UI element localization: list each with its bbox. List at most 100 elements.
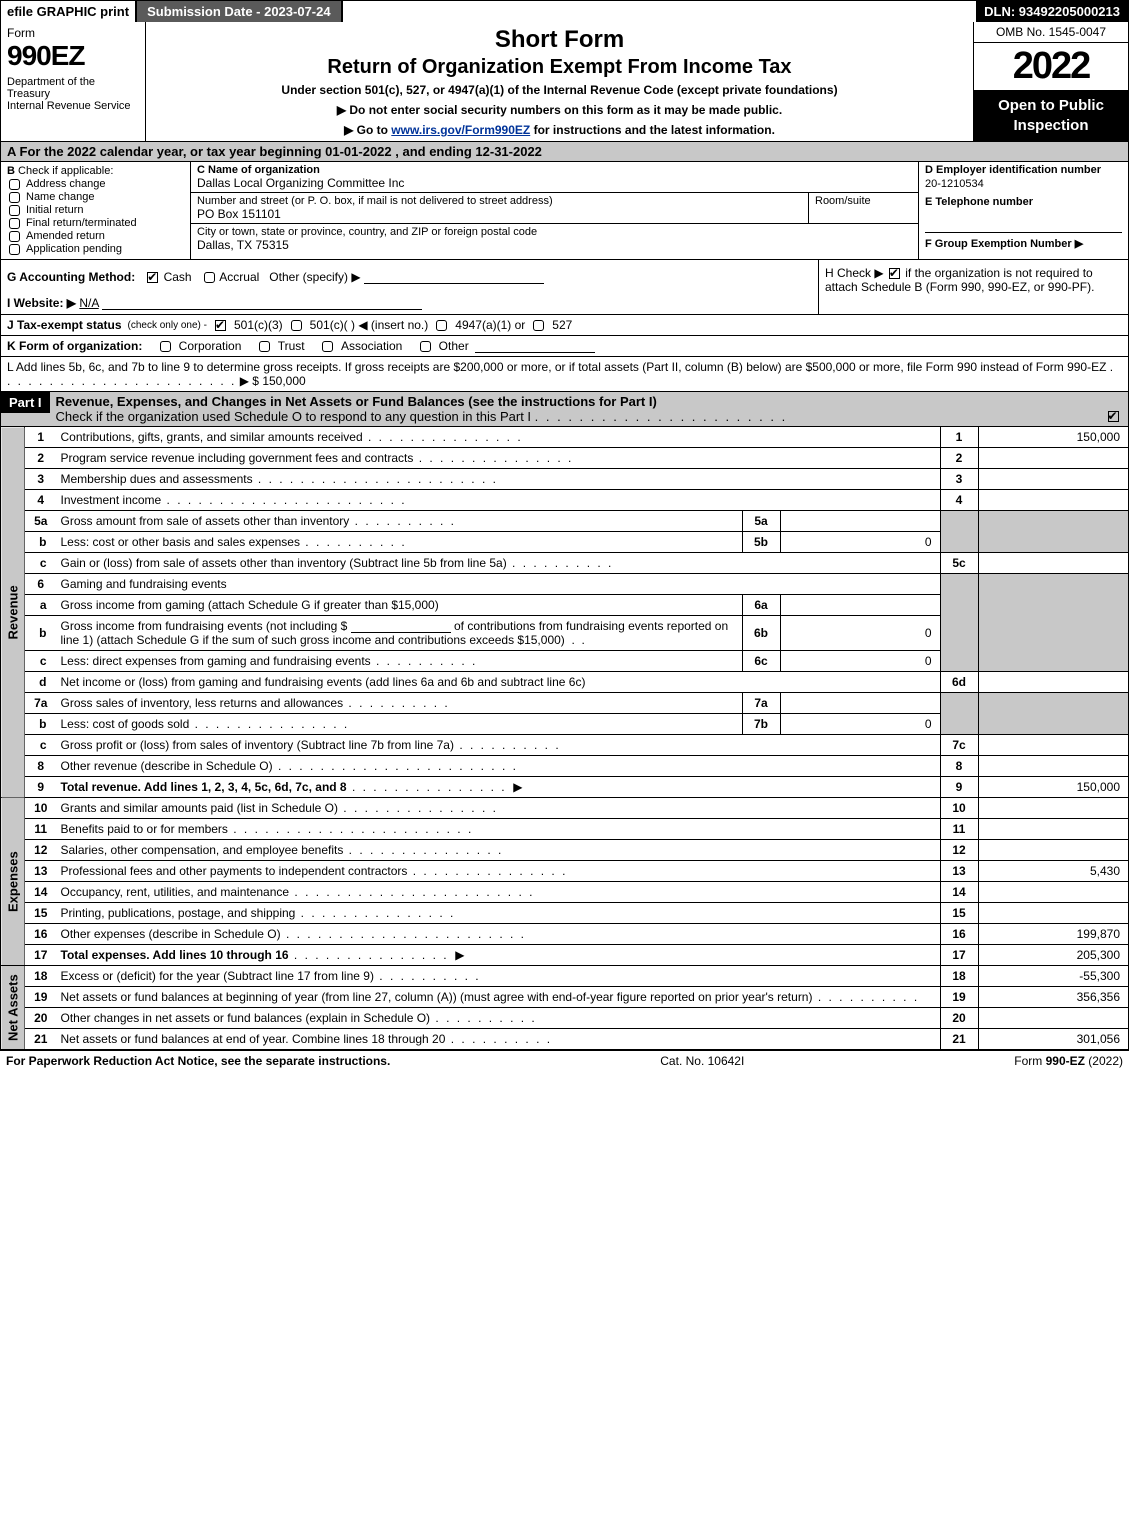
line-19-num: 19 bbox=[940, 987, 978, 1008]
line-7a-desc: Gross sales of inventory, less returns a… bbox=[61, 696, 344, 710]
chk-527[interactable] bbox=[533, 320, 544, 331]
g-label: G Accounting Method: bbox=[7, 270, 135, 284]
chk-4947[interactable] bbox=[436, 320, 447, 331]
d-ein-label: D Employer identification number bbox=[925, 164, 1122, 176]
c-name-label: C Name of organization bbox=[197, 164, 912, 176]
city-value: Dallas, TX 75315 bbox=[197, 238, 912, 252]
line-13-no: 13 bbox=[25, 861, 57, 882]
line-7b-minival: 0 bbox=[780, 714, 940, 735]
line-1-no: 1 bbox=[25, 427, 57, 448]
line-4-val bbox=[978, 490, 1128, 511]
chk-schedule-o-part1[interactable] bbox=[1108, 411, 1119, 422]
line-3-desc: Membership dues and assessments bbox=[61, 472, 253, 486]
line-19-no: 19 bbox=[25, 987, 57, 1008]
section-b-through-f: B Check if applicable: Address change Na… bbox=[1, 162, 1128, 260]
line-5a-desc: Gross amount from sale of assets other t… bbox=[61, 514, 350, 528]
irs-link[interactable]: www.irs.gov/Form990EZ bbox=[391, 123, 530, 137]
k-label: K Form of organization: bbox=[7, 339, 142, 353]
goto-instructions: ▶ Go to www.irs.gov/Form990EZ for instru… bbox=[154, 123, 965, 137]
line-3-no: 3 bbox=[25, 469, 57, 490]
row-k-form-org: K Form of organization: Corporation Trus… bbox=[1, 336, 1128, 357]
line-9-val: 150,000 bbox=[978, 777, 1128, 798]
header-center: Short Form Return of Organization Exempt… bbox=[146, 22, 973, 141]
chk-other-org[interactable] bbox=[420, 341, 431, 352]
addr-value: PO Box 151101 bbox=[197, 207, 802, 221]
line-4-no: 4 bbox=[25, 490, 57, 511]
line-16-val: 199,870 bbox=[978, 924, 1128, 945]
page-footer: For Paperwork Reduction Act Notice, see … bbox=[0, 1051, 1129, 1071]
chk-501c3[interactable] bbox=[215, 320, 226, 331]
form-990ez-page: efile GRAPHIC print Submission Date - 20… bbox=[0, 0, 1129, 1051]
form-subtitle: Return of Organization Exempt From Incom… bbox=[154, 56, 965, 79]
chk-501c[interactable] bbox=[291, 320, 302, 331]
line-14-num: 14 bbox=[940, 882, 978, 903]
chk-trust[interactable] bbox=[259, 341, 270, 352]
line-6d-val bbox=[978, 672, 1128, 693]
chk-association[interactable] bbox=[322, 341, 333, 352]
line-18-val: -55,300 bbox=[978, 966, 1128, 987]
line-18-desc: Excess or (deficit) for the year (Subtra… bbox=[61, 969, 374, 983]
line-7c-val bbox=[978, 735, 1128, 756]
goto-pre: ▶ Go to bbox=[344, 123, 391, 137]
line-5a-no: 5a bbox=[25, 511, 57, 532]
line-6-no: 6 bbox=[25, 574, 57, 595]
addr-label: Number and street (or P. O. box, if mail… bbox=[197, 195, 802, 207]
line-4-num: 4 bbox=[940, 490, 978, 511]
line-15-val bbox=[978, 903, 1128, 924]
chk-address-change[interactable]: Address change bbox=[7, 178, 184, 190]
line-6c-mini: 6c bbox=[742, 651, 780, 672]
line-16-no: 16 bbox=[25, 924, 57, 945]
line-17-val: 205,300 bbox=[978, 945, 1128, 966]
chk-schedule-b[interactable] bbox=[889, 268, 900, 279]
line-17-num: 17 bbox=[940, 945, 978, 966]
shaded-7 bbox=[940, 693, 978, 735]
row-h-schedule-b: H Check ▶ if the organization is not req… bbox=[818, 260, 1128, 314]
line-5a-mini: 5a bbox=[742, 511, 780, 532]
line-21-desc: Net assets or fund balances at end of ye… bbox=[61, 1032, 446, 1046]
chk-application-pending[interactable]: Application pending bbox=[7, 243, 184, 255]
line-21-num: 21 bbox=[940, 1029, 978, 1050]
line-21-no: 21 bbox=[25, 1029, 57, 1050]
dln-number: DLN: 93492205000213 bbox=[976, 1, 1128, 22]
h-pre: H Check ▶ bbox=[825, 266, 884, 280]
chk-name-change[interactable]: Name change bbox=[7, 191, 184, 203]
i-label: I Website: ▶ bbox=[7, 296, 76, 310]
line-7a-no: 7a bbox=[25, 693, 57, 714]
line-13-num: 13 bbox=[940, 861, 978, 882]
line-7b-desc: Less: cost of goods sold bbox=[61, 717, 190, 731]
line-16-num: 16 bbox=[940, 924, 978, 945]
line-18-no: 18 bbox=[25, 966, 57, 987]
side-label-expenses: Expenses bbox=[1, 798, 25, 966]
line-11-val bbox=[978, 819, 1128, 840]
chk-initial-return[interactable]: Initial return bbox=[7, 204, 184, 216]
check-if-applicable: Check if applicable: bbox=[18, 165, 113, 177]
line-6b-mini: 6b bbox=[742, 616, 780, 651]
chk-cash[interactable] bbox=[147, 272, 158, 283]
city-label: City or town, state or province, country… bbox=[197, 226, 912, 238]
line-7a-mini: 7a bbox=[742, 693, 780, 714]
row-j-tax-exempt: J Tax-exempt status (check only one) - 5… bbox=[1, 315, 1128, 336]
line-9-num: 9 bbox=[940, 777, 978, 798]
line-6c-minival: 0 bbox=[780, 651, 940, 672]
website-blank bbox=[102, 296, 422, 310]
line-20-num: 20 bbox=[940, 1008, 978, 1029]
other-specify-blank[interactable] bbox=[364, 270, 544, 284]
line-8-num: 8 bbox=[940, 756, 978, 777]
line-6a-desc: Gross income from gaming (attach Schedul… bbox=[61, 598, 439, 612]
other-org-blank bbox=[475, 339, 595, 353]
line-18-num: 18 bbox=[940, 966, 978, 987]
chk-final-return[interactable]: Final return/terminated bbox=[7, 217, 184, 229]
line-5b-desc: Less: cost or other basis and sales expe… bbox=[61, 535, 300, 549]
efile-print-label[interactable]: efile GRAPHIC print bbox=[1, 1, 137, 22]
line-20-val bbox=[978, 1008, 1128, 1029]
line-12-num: 12 bbox=[940, 840, 978, 861]
line-8-desc: Other revenue (describe in Schedule O) bbox=[61, 759, 273, 773]
submission-date: Submission Date - 2023-07-24 bbox=[137, 1, 343, 22]
chk-amended-return[interactable]: Amended return bbox=[7, 230, 184, 242]
chk-accrual[interactable] bbox=[204, 272, 215, 283]
chk-corporation[interactable] bbox=[160, 341, 171, 352]
line-5c-no: c bbox=[25, 553, 57, 574]
line-2-num: 2 bbox=[940, 448, 978, 469]
line-21-val: 301,056 bbox=[978, 1029, 1128, 1050]
line-6d-no: d bbox=[25, 672, 57, 693]
